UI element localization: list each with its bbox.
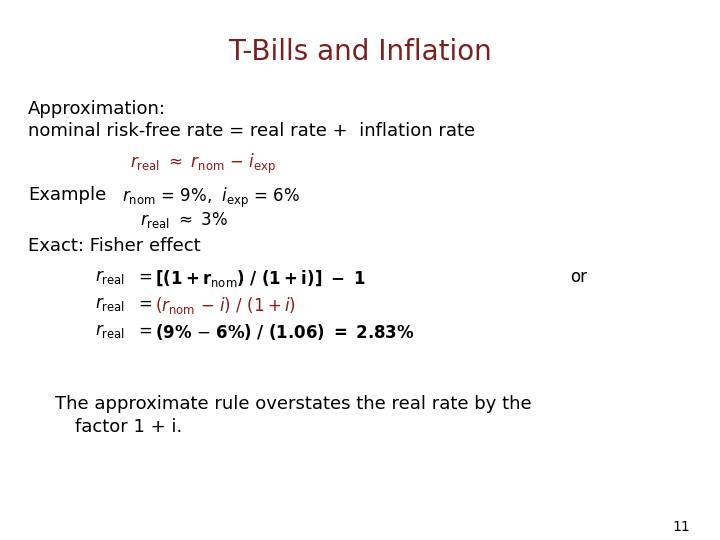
Text: $r_{\rm real}$: $r_{\rm real}$ bbox=[95, 268, 125, 286]
Text: factor 1 + i.: factor 1 + i. bbox=[75, 418, 182, 436]
Text: =: = bbox=[138, 295, 152, 313]
Text: $r_{\rm real}$: $r_{\rm real}$ bbox=[95, 322, 125, 340]
Text: 11: 11 bbox=[672, 520, 690, 534]
Text: Example: Example bbox=[28, 186, 107, 204]
Text: nominal risk-free rate = real rate +  inflation rate: nominal risk-free rate = real rate + inf… bbox=[28, 122, 475, 140]
Text: $\mathbf{[(1 + r_{\rm nom})\ /\ (1 + i)]\ -\ 1}$: $\mathbf{[(1 + r_{\rm nom})\ /\ (1 + i)]… bbox=[155, 268, 365, 289]
Text: T-Bills and Inflation: T-Bills and Inflation bbox=[228, 38, 492, 66]
Text: $r_{\rm nom}$ = 9%,  $i_{\rm exp}$ = 6%: $r_{\rm nom}$ = 9%, $i_{\rm exp}$ = 6% bbox=[122, 186, 300, 210]
Text: Approximation:: Approximation: bbox=[28, 100, 166, 118]
Text: or: or bbox=[570, 268, 587, 286]
Text: Exact: Fisher effect: Exact: Fisher effect bbox=[28, 237, 201, 255]
Text: $r_{\rm real}\ \approx\ 3\%$: $r_{\rm real}\ \approx\ 3\%$ bbox=[140, 210, 228, 230]
Text: $r_{\rm real}\ \approx\ r_{\rm nom}\ \mathsf{-}\ i_{\rm exp}$: $r_{\rm real}\ \approx\ r_{\rm nom}\ \ma… bbox=[130, 152, 276, 176]
Text: $r_{\rm real}$: $r_{\rm real}$ bbox=[95, 295, 125, 313]
Text: =: = bbox=[138, 268, 152, 286]
Text: $(r_{\rm nom}\ \mathsf{-}\ i)\ /\ (1 + i)$: $(r_{\rm nom}\ \mathsf{-}\ i)\ /\ (1 + i… bbox=[155, 295, 296, 316]
Text: $\mathbf{(9\%\ \mathsf{-}\ 6\%)\ /\ (1.06)\ =\ 2.83\%}$: $\mathbf{(9\%\ \mathsf{-}\ 6\%)\ /\ (1.0… bbox=[155, 322, 415, 342]
Text: =: = bbox=[138, 322, 152, 340]
Text: The approximate rule overstates the real rate by the: The approximate rule overstates the real… bbox=[55, 395, 531, 413]
